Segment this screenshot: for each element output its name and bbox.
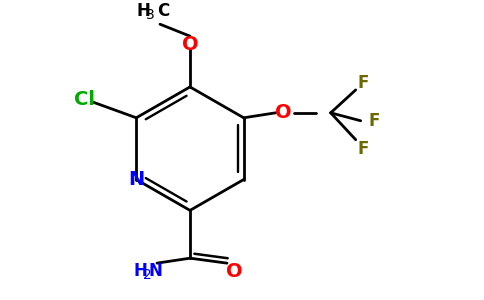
Text: C: C	[157, 2, 169, 20]
Text: H: H	[136, 2, 150, 20]
Text: O: O	[182, 34, 198, 54]
Text: F: F	[368, 112, 379, 130]
Text: N: N	[128, 170, 144, 189]
Text: H: H	[133, 262, 147, 280]
Text: N: N	[148, 262, 162, 280]
Text: 3: 3	[146, 8, 154, 22]
Text: O: O	[226, 262, 242, 281]
Text: F: F	[357, 140, 368, 158]
Text: O: O	[275, 103, 292, 122]
Text: 2: 2	[143, 268, 151, 282]
Text: F: F	[357, 74, 368, 92]
Text: Cl: Cl	[74, 90, 95, 110]
